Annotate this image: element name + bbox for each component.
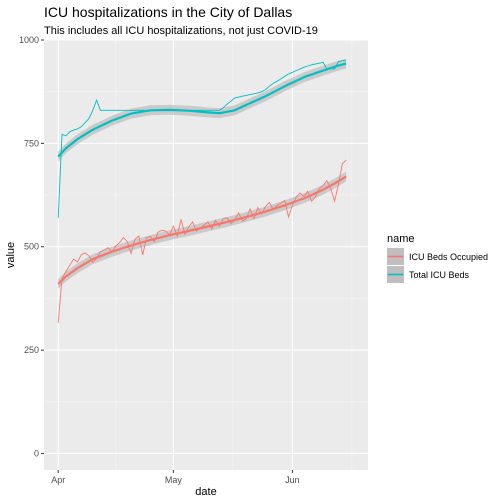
legend-label-1: Total ICU Beds bbox=[409, 270, 470, 280]
y-tick-label: 250 bbox=[24, 345, 39, 355]
series-smooth-line-1 bbox=[57, 62, 347, 158]
x-axis: Apr May Jun bbox=[51, 470, 300, 485]
series-raw-line-1 bbox=[57, 60, 347, 218]
x-tick-label: Apr bbox=[51, 475, 65, 485]
x-tick-label: Jun bbox=[285, 475, 300, 485]
y-tick-label: 0 bbox=[34, 448, 39, 458]
confidence-band-0 bbox=[58, 171, 347, 289]
legend-title: name bbox=[387, 233, 415, 245]
y-axis: 0 250 500 750 1000 bbox=[19, 35, 44, 458]
series-raw-line-0 bbox=[57, 159, 347, 323]
chart-title: ICU hospitalizations in the City of Dall… bbox=[44, 4, 292, 20]
plot-panel bbox=[44, 39, 368, 470]
x-tick-label: May bbox=[165, 475, 183, 485]
series-smooth-line-0 bbox=[57, 175, 347, 285]
legend-label-0: ICU Beds Occupied bbox=[409, 252, 488, 262]
y-tick-label: 500 bbox=[24, 242, 39, 252]
x-axis-title: date bbox=[195, 486, 216, 498]
y-tick-label: 1000 bbox=[19, 35, 39, 45]
legend: name ICU Beds Occupied Total ICU Beds bbox=[387, 233, 488, 283]
y-axis-title: value bbox=[5, 242, 17, 268]
chart-subtitle: This includes all ICU hospitalizations, … bbox=[44, 25, 318, 37]
y-tick-label: 750 bbox=[24, 138, 39, 148]
